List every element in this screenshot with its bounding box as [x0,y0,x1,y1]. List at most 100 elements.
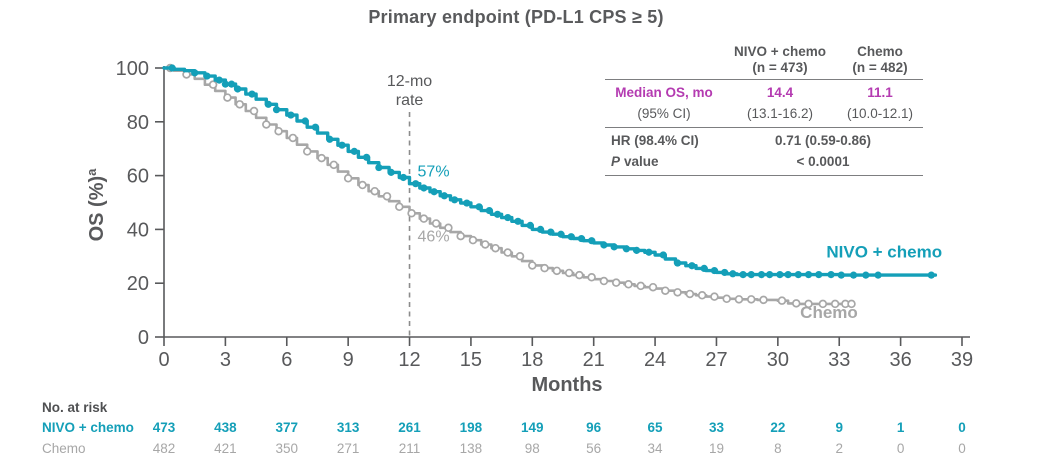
nivo-chemo-censor-mark [577,234,586,243]
nivo-chemo-censor-mark [659,251,667,259]
chemo-censor-mark [734,295,744,304]
median-os-chemo-value: 11.1 [867,85,893,101]
risk-count: 198 [459,420,483,435]
chemo-censor-mark [710,292,719,301]
nivo-chemo-censor-mark [504,213,512,222]
rate-line-label-2: rate [396,92,424,109]
nivo-arm-name: NIVO + chemo [734,44,826,59]
x-tick-label: 39 [951,349,973,371]
nivo-chemo-censor-mark [827,270,835,279]
chemo-curve-label: Chemo [800,303,858,322]
risk-count: 261 [398,420,421,435]
p-rest: value [624,154,659,170]
chemo-censor-mark [830,299,840,309]
nivo-chemo-censor-mark [862,271,870,279]
nivo-chemo-censor-mark [338,141,346,149]
nivo-chemo-censor-mark [557,230,565,238]
nivo-chemo-censor-mark [700,264,708,273]
x-tick-label: 6 [281,349,292,371]
nivo-chemo-censor-mark [747,270,755,279]
nivo-chemo-censor-mark [837,271,845,279]
nivo-chemo-censor-mark [784,270,792,279]
stats-median-block: Median OS, mo 14.4 11.1 (95% CI) (13.1-1… [605,80,923,129]
chemo-censor-mark [503,248,513,257]
y-tick-label: 100 [116,58,149,80]
nivo-chemo-censor-mark [776,270,784,279]
nivo-chemo-censor-mark [420,184,428,192]
y-tick-label: 20 [127,273,149,295]
nivo-chemo-censor-mark [168,64,176,72]
x-tick-label: 12 [398,349,420,371]
nivo-chemo-censor-mark [536,225,545,233]
nivo-chemo-censor-mark [526,221,534,229]
nivo-chemo-censor-mark [688,262,696,270]
chart-title: Primary endpoint (PD-L1 CPS ≥ 5) [368,7,664,27]
p-italic: P [611,154,621,170]
nivo-chemo-censor-mark [264,100,272,108]
nivo-chemo-censor-mark [221,80,229,88]
hr-label: HR (98.4% CI) [611,133,699,149]
hr-row: HR (98.4% CI) 0.71 (0.59-0.86) [605,130,923,151]
chemo-censor-mark [697,291,707,300]
nivo-chemo-censor-mark [375,163,383,172]
chemo-censor-mark [419,214,429,223]
nivo-chemo-censor-mark [804,270,813,279]
nivo-chemo-censor-mark [766,270,774,279]
nivo-chemo-censor-mark [301,117,309,125]
nivo-chemo-censor-mark [311,123,320,131]
x-tick-label: 33 [828,349,850,371]
chemo-censor-mark [343,174,353,183]
nivo-chemo-censor-mark [227,80,236,88]
chemo-censor-mark [611,278,621,287]
x-tick-label: 21 [583,349,605,371]
nivo-chemo-censor-mark [874,271,882,279]
stats-table: NIVO + chemo (n = 473) Chemo (n = 482) M… [605,44,923,177]
risk-count: 473 [152,420,176,435]
median-os-nivo-value: 14.4 [766,85,794,101]
x-tick-label: 15 [460,349,482,371]
ci-row: (95% CI) (13.1-16.2) (10.0-12.1) [605,103,923,124]
chemo-censor-mark [540,263,549,273]
nivo-chemo-censor-mark [430,188,438,196]
risk-count: 98 [524,441,540,456]
chemo-censor-mark [599,276,609,286]
risk-count: 350 [275,441,299,456]
nivo-chemo-censor-mark [463,199,471,207]
risk-count: 438 [214,420,237,435]
risk-row-label-nivo: NIVO + chemo [42,420,134,435]
x-tick-label: 0 [158,349,169,371]
risk-count: 482 [152,441,176,456]
chemo-censor-mark [407,209,416,218]
nivo-chemo-censor-mark [440,192,448,200]
stats-header-chemo: Chemo (n = 482) [837,44,923,75]
nivo-chemo-censor-mark [203,72,211,80]
chemo-censor-mark [491,243,500,253]
risk-count: 149 [521,420,544,435]
risk-count: 65 [647,420,663,435]
risk-count: 96 [586,420,602,435]
chemo-censor-mark [847,299,856,309]
chemo-arm-n: (n = 482) [852,59,908,75]
risk-count: 1 [896,420,905,435]
nivo-chemo-censor-mark [272,106,281,114]
risk-count: 377 [275,420,299,435]
chemo-censor-mark [262,120,271,129]
ci-nivo-value: (13.1-16.2) [746,106,814,122]
risk-count: 0 [958,441,966,456]
chemo-censor-mark [746,295,756,304]
chemo-censor-mark [759,295,768,305]
chemo-censor-mark [685,289,695,299]
chemo-censor-mark [274,126,283,136]
chemo-censor-mark [468,235,478,245]
x-tick-label: 27 [705,349,727,371]
nivo-chemo-censor-mark [248,90,256,98]
nivo-chemo-censor-mark [622,245,631,253]
chemo-censor-mark [636,281,646,291]
y-axis-superscript: a [84,168,99,176]
chemo-censor-mark [792,299,801,308]
nivo-chemo-censor-mark [794,270,802,279]
risk-count: 313 [336,420,360,435]
y-tick-label: 60 [127,166,149,188]
